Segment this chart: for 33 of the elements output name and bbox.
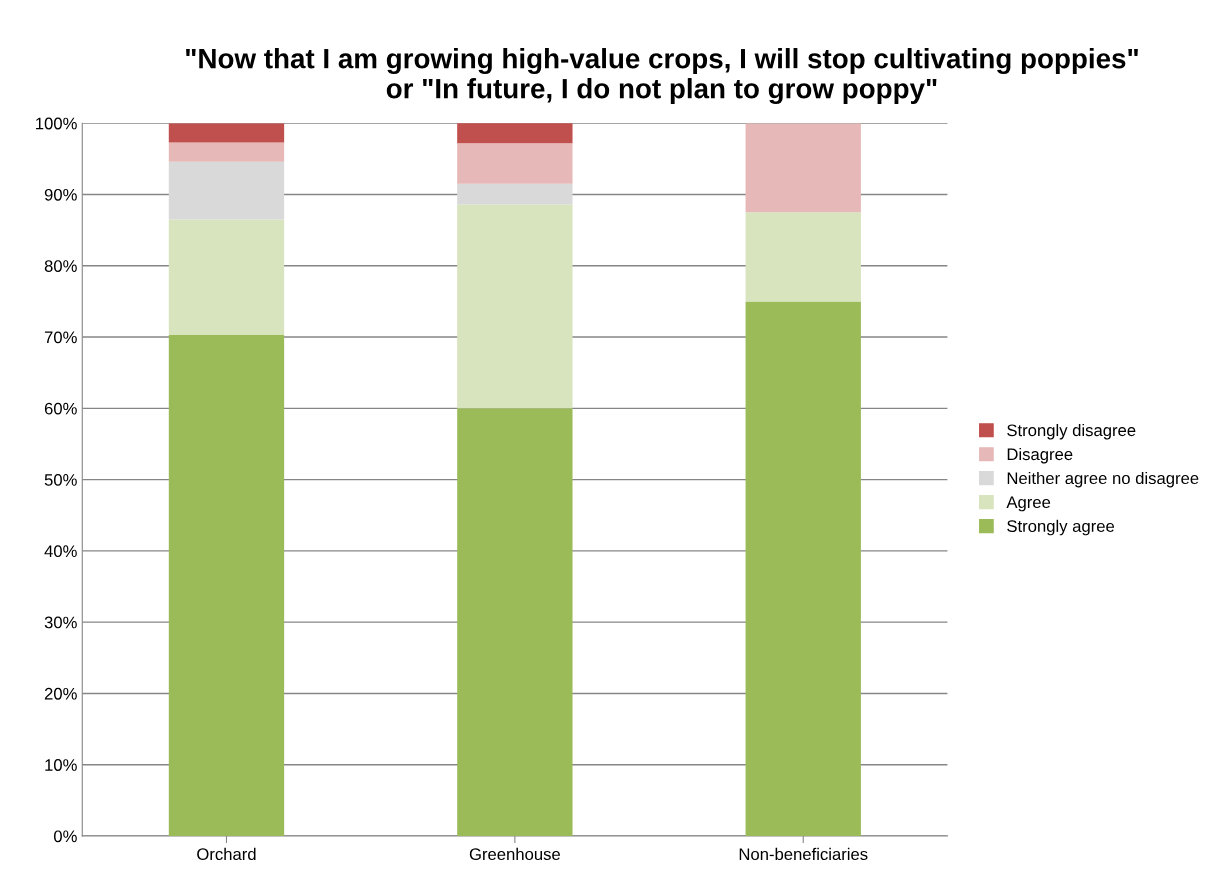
x-tick-label: Greenhouse [469, 847, 560, 861]
legend-label: Strongly agree [1007, 519, 1115, 536]
y-tick-label: 30% [44, 616, 77, 629]
legend-label: Agree [1006, 496, 1051, 512]
bar [745, 301, 861, 836]
legend-label: Disagree [1007, 447, 1073, 464]
y-tick-label: 100% [36, 117, 77, 130]
bar [457, 204, 573, 409]
y-tick-label: 80% [44, 260, 77, 272]
bar [168, 161, 285, 220]
bar [745, 123, 861, 213]
y-tick-label: 0% [53, 830, 77, 843]
y-tick-label: 50% [44, 474, 77, 486]
bar [168, 219, 285, 335]
y-tick-label: 90% [44, 188, 77, 201]
y-tick-label: 40% [44, 545, 77, 558]
bar [168, 334, 285, 836]
bar [457, 123, 573, 144]
y-tick-label: 10% [45, 759, 77, 771]
y-tick-label: 20% [44, 687, 77, 700]
bar [457, 408, 573, 836]
y-tick-label: 70% [44, 331, 77, 344]
bar [745, 212, 861, 302]
x-tick-label: Orchard [197, 847, 256, 861]
bar [457, 143, 573, 184]
y-tick-label: 60% [44, 402, 77, 415]
bar [457, 183, 573, 205]
legend-label: Strongly disagree [1007, 423, 1136, 440]
bar [168, 142, 285, 162]
chart-title: "Now that I am growing high-value crops, I will stop cultivating poppies" or "In future, I do not plan to grow poppy" [186, 48, 1138, 105]
x-tick-label: Non-beneficiaries [739, 847, 868, 861]
legend-label: Neither agree no disagree [1007, 471, 1199, 488]
bar [168, 123, 285, 143]
